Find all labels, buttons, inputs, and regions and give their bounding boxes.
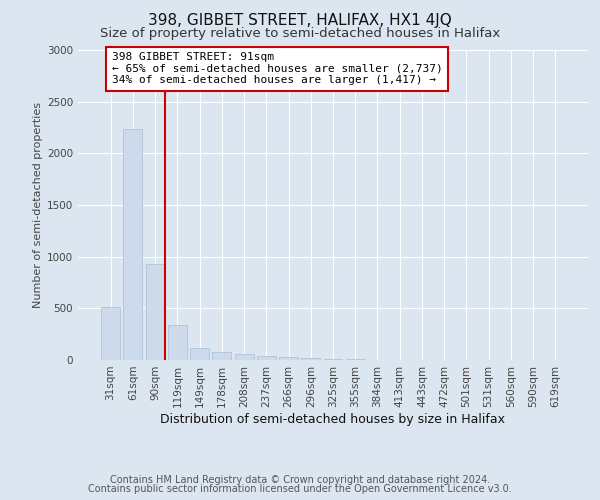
Bar [212, 352, 231, 360]
Text: 398 GIBBET STREET: 91sqm
← 65% of semi-detached houses are smaller (2,737)
34% o: 398 GIBBET STREET: 91sqm ← 65% of semi-d… [112, 52, 442, 86]
Bar [279, 358, 298, 360]
Bar [323, 359, 343, 360]
Text: Contains public sector information licensed under the Open Government Licence v3: Contains public sector information licen… [88, 484, 512, 494]
Text: Size of property relative to semi-detached houses in Halifax: Size of property relative to semi-detach… [100, 28, 500, 40]
Text: Contains HM Land Registry data © Crown copyright and database right 2024.: Contains HM Land Registry data © Crown c… [110, 475, 490, 485]
Bar [168, 325, 187, 360]
Y-axis label: Number of semi-detached properties: Number of semi-detached properties [33, 102, 43, 308]
Bar [235, 354, 254, 360]
Bar [301, 358, 320, 360]
Bar [124, 128, 142, 360]
Bar [257, 356, 276, 360]
Bar [190, 348, 209, 360]
Text: 398, GIBBET STREET, HALIFAX, HX1 4JQ: 398, GIBBET STREET, HALIFAX, HX1 4JQ [148, 12, 452, 28]
Bar [146, 264, 164, 360]
Bar [101, 308, 120, 360]
X-axis label: Distribution of semi-detached houses by size in Halifax: Distribution of semi-detached houses by … [161, 412, 505, 426]
